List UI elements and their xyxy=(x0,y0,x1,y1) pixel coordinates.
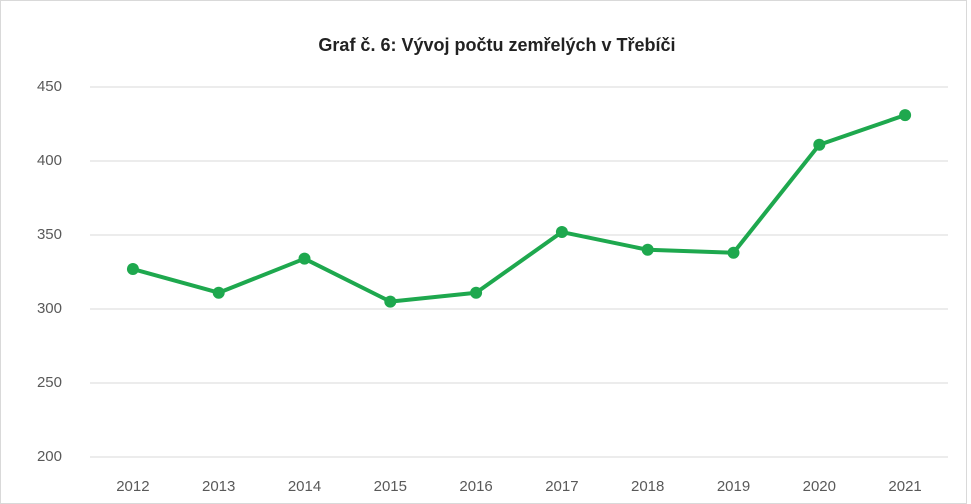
data-point xyxy=(212,286,225,299)
chart-title: Graf č. 6: Vývoj počtu zemřelých v Třebí… xyxy=(318,35,675,55)
x-tick-label: 2017 xyxy=(545,478,578,495)
x-tick-label: 2020 xyxy=(803,478,836,495)
data-point xyxy=(899,109,912,122)
data-point xyxy=(641,243,654,256)
data-point xyxy=(384,295,397,308)
data-line xyxy=(132,113,906,304)
data-point xyxy=(555,226,568,239)
data-point xyxy=(813,138,826,151)
data-point xyxy=(727,246,740,259)
data-point xyxy=(126,263,139,276)
y-tick-label: 450 xyxy=(37,78,62,95)
x-tick-label: 2012 xyxy=(116,478,149,495)
y-tick-label: 350 xyxy=(37,226,62,243)
x-tick-label: 2014 xyxy=(288,478,321,495)
y-tick-label: 250 xyxy=(37,374,62,391)
data-point xyxy=(298,252,311,265)
x-tick-label: 2019 xyxy=(717,478,750,495)
x-tick-label: 2018 xyxy=(631,478,664,495)
y-tick-label: 400 xyxy=(37,152,62,169)
data-point xyxy=(470,286,483,299)
y-tick-label: 200 xyxy=(37,448,62,465)
y-tick-label: 300 xyxy=(37,300,62,317)
x-tick-label: 2013 xyxy=(202,478,235,495)
x-tick-label: 2015 xyxy=(374,478,407,495)
x-tick-label: 2016 xyxy=(459,478,492,495)
x-tick-label: 2021 xyxy=(888,478,921,495)
